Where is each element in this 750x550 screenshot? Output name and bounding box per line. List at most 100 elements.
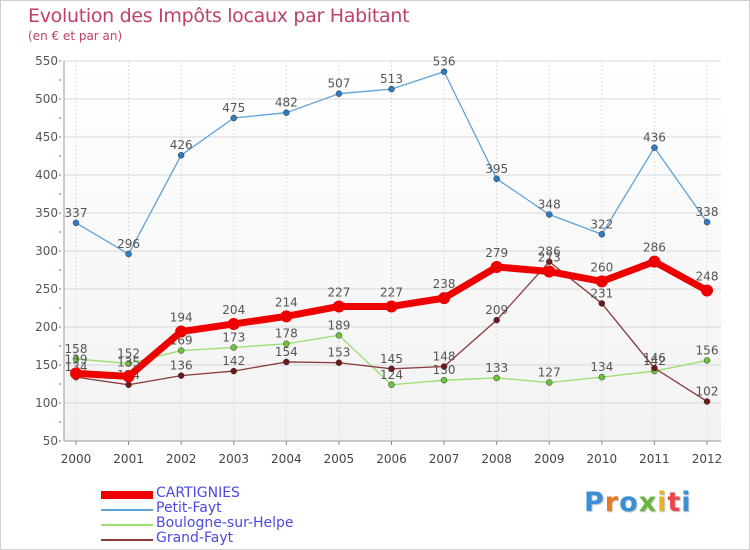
data-label-boulogne-sur-helpe: 189: [327, 318, 350, 332]
data-label-petit-fayt: 436: [643, 131, 666, 145]
data-point-boulogne-sur-helpe: [493, 374, 500, 382]
data-label-boulogne-sur-helpe: 134: [590, 360, 613, 374]
data-point-grand-fayt: [598, 300, 606, 307]
data-label-boulogne-sur-helpe: 178: [275, 327, 298, 341]
data-label-boulogne-sur-helpe: 158: [65, 342, 88, 356]
data-point-boulogne-sur-helpe: [546, 379, 553, 386]
data-point-cartignies: [595, 275, 608, 288]
data-label-boulogne-sur-helpe: 173: [222, 331, 245, 345]
data-label-petit-fayt: 348: [538, 198, 561, 212]
data-label-cartignies: 279: [485, 246, 508, 260]
legend-swatch-cartignies: [101, 491, 153, 499]
chart-title: Evolution des Impôts locaux par Habitant: [28, 5, 410, 27]
x-tick-label: 2007: [429, 452, 460, 466]
data-label-petit-fayt: 513: [380, 72, 403, 86]
logo-letter: o: [619, 487, 639, 518]
data-point-grand-fayt: [493, 316, 500, 324]
data-point-petit-fayt: [125, 250, 132, 258]
data-point-cartignies: [701, 284, 713, 297]
data-point-petit-fayt: [493, 175, 500, 183]
data-point-cartignies: [543, 265, 556, 278]
data-label-petit-fayt: 507: [327, 77, 350, 91]
data-label-grand-fayt: 145: [380, 352, 403, 366]
y-tick-label: 450: [35, 130, 58, 144]
data-point-cartignies: [70, 367, 82, 380]
data-point-petit-fayt: [335, 90, 343, 97]
data-point-cartignies: [385, 300, 398, 313]
data-label-cartignies: 227: [327, 285, 350, 299]
data-point-boulogne-sur-helpe: [230, 344, 237, 351]
data-point-boulogne-sur-helpe: [177, 347, 185, 354]
x-tick-label: 2008: [481, 452, 512, 466]
data-label-grand-fayt: 153: [327, 346, 350, 360]
data-point-grand-fayt: [335, 359, 343, 366]
data-label-boulogne-sur-helpe: 152: [117, 346, 140, 360]
data-label-cartignies: 135: [117, 355, 140, 369]
data-label-cartignies: 204: [222, 303, 245, 317]
data-point-cartignies: [332, 300, 345, 313]
data-point-boulogne-sur-helpe: [440, 376, 448, 384]
y-tick-label: 50: [43, 434, 58, 448]
chart-subtitle: (en € et par an): [28, 29, 123, 43]
data-label-cartignies: 227: [380, 285, 403, 299]
data-point-cartignies: [122, 370, 135, 383]
y-tick-label: 350: [35, 206, 58, 220]
x-tick-label: 2012: [692, 452, 723, 466]
data-point-cartignies: [438, 292, 451, 305]
x-tick-label: 2009: [534, 452, 565, 466]
logo-letter: i: [657, 487, 668, 518]
logo-letter: r: [604, 487, 620, 518]
y-tick-label: 150: [35, 358, 58, 372]
x-tick-label: 2006: [376, 452, 407, 466]
data-point-cartignies: [280, 310, 293, 323]
data-label-cartignies: 273: [538, 251, 561, 265]
y-tick-label: 400: [35, 168, 58, 182]
data-label-boulogne-sur-helpe: 127: [538, 365, 561, 379]
data-point-petit-fayt: [230, 114, 237, 122]
legend-swatch-grand-fayt: [101, 539, 153, 541]
data-label-petit-fayt: 338: [696, 205, 719, 219]
logo-letter: i: [681, 487, 692, 518]
x-tick-label: 2002: [166, 452, 197, 466]
data-label-petit-fayt: 475: [222, 101, 245, 115]
data-point-petit-fayt: [72, 219, 80, 227]
data-point-grand-fayt: [546, 258, 553, 265]
y-tick-label: 550: [35, 54, 58, 68]
data-point-grand-fayt: [230, 367, 237, 375]
legend-label-grand-fayt: Grand-Fayt: [156, 530, 234, 546]
x-tick-label: 2000: [61, 452, 92, 466]
x-tick-label: 2011: [639, 452, 670, 466]
data-point-petit-fayt: [177, 151, 185, 159]
data-point-cartignies: [227, 317, 240, 330]
logo-letter: t: [667, 487, 682, 518]
data-point-boulogne-sur-helpe: [283, 340, 290, 347]
data-point-boulogne-sur-helpe: [72, 355, 80, 363]
data-label-grand-fayt: 209: [485, 303, 508, 317]
legend-label-cartignies: CARTIGNIES: [156, 485, 240, 501]
data-point-cartignies: [648, 255, 661, 268]
y-tick-label: 100: [35, 396, 58, 410]
data-label-petit-fayt: 395: [485, 162, 508, 176]
legend-label-boulogne: Boulogne-sur-Helpe: [156, 515, 294, 531]
data-point-petit-fayt: [598, 231, 606, 238]
data-point-boulogne-sur-helpe: [598, 373, 606, 381]
data-label-petit-fayt: 337: [65, 206, 88, 220]
data-label-petit-fayt: 426: [170, 138, 193, 152]
data-label-grand-fayt: 136: [170, 359, 193, 373]
data-label-cartignies: 260: [590, 260, 613, 274]
data-point-grand-fayt: [651, 364, 658, 372]
x-tick-label: 2004: [271, 452, 302, 466]
data-label-boulogne-sur-helpe: 133: [485, 361, 508, 375]
data-label-grand-fayt: 148: [433, 350, 456, 364]
data-label-cartignies: 286: [643, 241, 666, 255]
data-point-petit-fayt: [546, 211, 553, 218]
data-label-cartignies: 194: [170, 311, 193, 325]
data-point-petit-fayt: [283, 109, 290, 116]
data-point-grand-fayt: [440, 363, 448, 370]
data-label-petit-fayt: 536: [433, 55, 456, 69]
x-tick-label: 2005: [324, 452, 355, 466]
data-label-petit-fayt: 482: [275, 96, 298, 110]
y-tick-label: 200: [35, 320, 58, 334]
data-label-cartignies: 248: [696, 270, 719, 284]
